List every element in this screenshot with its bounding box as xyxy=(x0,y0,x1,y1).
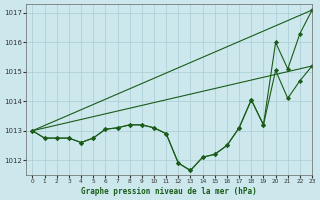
X-axis label: Graphe pression niveau de la mer (hPa): Graphe pression niveau de la mer (hPa) xyxy=(81,187,257,196)
